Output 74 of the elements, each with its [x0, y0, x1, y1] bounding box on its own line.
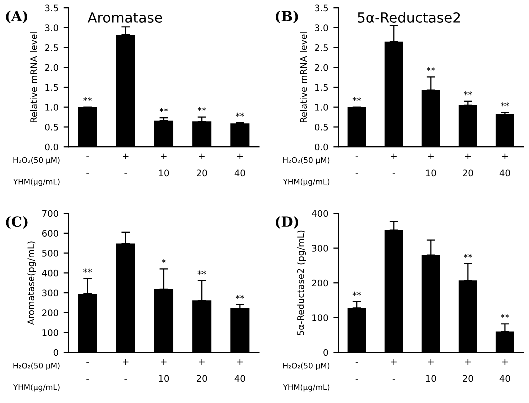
chart-title: 5α-Reductase2: [358, 12, 460, 23]
text: (C): [6, 216, 28, 230]
x-tick-label: + 40: [500, 359, 510, 382]
y-tick-label: 200: [312, 280, 328, 287]
x-tick-label: + 40: [500, 154, 510, 177]
text: (D): [276, 216, 299, 230]
y-tick-label: 400: [312, 210, 328, 218]
annotation: **: [352, 97, 362, 102]
annotation: **: [236, 112, 244, 118]
y-axis-title: Aromatase(pg/mL): [28, 242, 36, 326]
y-tick-label: 1.5: [315, 84, 328, 92]
x-tick-label: + 10: [426, 154, 436, 177]
y-tick-label: 2.5: [45, 44, 58, 52]
text: (B): [276, 10, 298, 24]
y-tick-label: 400: [42, 270, 58, 277]
annotation: **: [84, 97, 92, 102]
y-tick-label: 3.5: [315, 4, 328, 12]
x-tick-label: + 10: [159, 359, 170, 382]
y-tick-label: 2.0: [315, 64, 328, 72]
annotation: **: [236, 294, 244, 300]
category-label: - -: [86, 362, 89, 380]
annotation: **: [84, 268, 92, 273]
x-tick-label: + 40: [234, 359, 246, 382]
y-tick-label: 3.0: [45, 24, 58, 32]
y-tick-label: 1.5: [46, 84, 58, 92]
annotation: **: [464, 91, 472, 96]
category-label: + -: [123, 154, 129, 174]
y-tick-label: 0.5: [45, 124, 58, 131]
y-tick-label: 100: [312, 314, 328, 322]
y-tick-label: 200: [42, 310, 58, 316]
text: (A): [6, 10, 28, 24]
category-label: - -: [356, 156, 358, 174]
y-tick-label: 0.5: [315, 124, 328, 131]
y-tick-label: 700: [42, 210, 58, 218]
category-label: - -: [86, 156, 89, 174]
y-tick-label: 2.5: [315, 44, 328, 52]
x-tick-label: + 40: [234, 154, 246, 177]
annotation: **: [464, 254, 472, 258]
y-axis-title: Relative mRNA level: [30, 32, 38, 122]
annotation: **: [160, 108, 168, 112]
annotation: **: [198, 270, 206, 275]
y-tick-label: 3.5: [45, 4, 58, 12]
y-tick-label: 2.0: [45, 64, 58, 72]
annotation: **: [198, 107, 206, 112]
x-tick-label: + 10: [159, 154, 170, 177]
x-tick-label: + 20: [196, 154, 208, 177]
annotation: **: [500, 102, 510, 107]
annotation: *: [162, 259, 166, 264]
x-tick-label: + 20: [463, 359, 474, 382]
y-tick-label: 0.0: [315, 144, 328, 151]
x-tick-label: + 20: [196, 359, 208, 382]
y-axis-title: 5α-Reductase2 (pg/mL): [297, 230, 306, 336]
y-tick-label: 1.0: [315, 104, 328, 111]
y-tick-label: 3.0: [315, 24, 328, 32]
y-tick-label: 300: [312, 245, 328, 252]
x-tick-label: + 20: [463, 154, 474, 177]
category-label: + -: [391, 359, 397, 380]
y-tick-label: 300: [42, 290, 58, 297]
y-tick-label: 600: [42, 230, 58, 238]
y-tick-label: 0.0: [45, 144, 58, 151]
category-label: + -: [391, 154, 397, 174]
annotation: **: [426, 67, 436, 72]
category-label: - -: [356, 362, 358, 380]
category-label: + -: [123, 359, 129, 380]
x-tick-label: + 10: [426, 359, 436, 382]
y-tick-label: 0: [54, 349, 58, 356]
annotation: **: [352, 292, 362, 296]
annotation: **: [500, 314, 510, 318]
y-axis-title: Relative mRNA level: [300, 32, 308, 122]
chart-title: Aromatase: [88, 12, 162, 23]
y-tick-label: 500: [42, 250, 58, 257]
y-tick-label: 1.0: [46, 104, 58, 111]
y-tick-label: 100: [42, 329, 58, 336]
y-tick-label: 0: [324, 349, 328, 356]
